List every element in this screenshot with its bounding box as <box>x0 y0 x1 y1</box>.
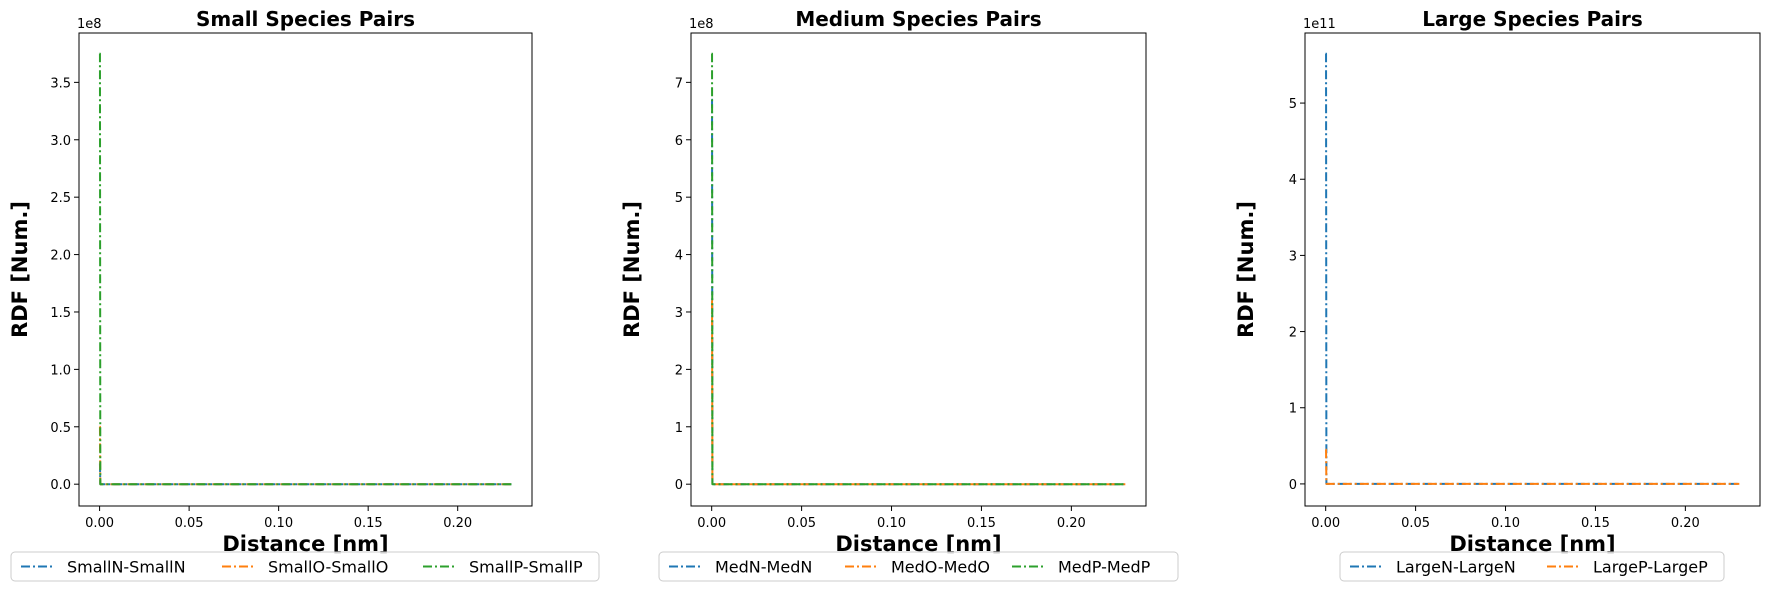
y-tick-label: 1.5 <box>50 306 71 321</box>
axis-offset-text: 1e8 <box>77 17 102 32</box>
chart-title: Large Species Pairs <box>1422 7 1643 31</box>
y-tick-label: 2.5 <box>50 191 71 206</box>
series-line-largep-largep <box>1325 448 1740 485</box>
x-tick-label: 0.05 <box>787 516 816 531</box>
x-tick-label: 0.20 <box>1057 516 1086 531</box>
legend-entry-label: LargeP-LargeP <box>1593 558 1708 577</box>
legend: MedN-MedN MedO-MedO MedP-MedP <box>658 551 1179 582</box>
legend-entry-label: SmallN-SmallN <box>67 558 186 577</box>
axes-frame <box>78 32 533 507</box>
chart-title: Small Species Pairs <box>196 7 415 31</box>
y-tick-label: 3 <box>675 306 683 321</box>
x-tick-label: 0.05 <box>1401 516 1430 531</box>
x-tick-label: 0.10 <box>264 516 293 531</box>
y-tick-label: 3.0 <box>50 134 71 149</box>
y-tick-label: 3 <box>1289 249 1297 264</box>
y-tick-label: 1.0 <box>50 363 71 378</box>
series-group <box>711 52 1126 486</box>
x-tick-label: 0.00 <box>85 516 114 531</box>
y-axis-label: RDF [Num.] <box>620 201 644 338</box>
y-tick-label: 0 <box>675 478 683 493</box>
chart-title: Medium Species Pairs <box>795 7 1041 31</box>
series-line-smallp-smallp <box>98 52 512 486</box>
y-tick-label: 4 <box>1289 173 1297 188</box>
series-group <box>1325 52 1740 485</box>
legend-frame <box>658 551 1179 582</box>
y-tick-label: 4 <box>675 249 683 264</box>
x-tick-label: 0.10 <box>877 516 906 531</box>
series-line-medo-medo <box>711 299 1126 486</box>
y-tick-label: 0 <box>1289 478 1297 493</box>
legend-entry-label: LargeN-LargeN <box>1396 558 1516 577</box>
x-tick-label: 0.20 <box>1671 516 1700 531</box>
y-tick-label: 5 <box>675 191 683 206</box>
legend: LargeN-LargeN LargeP-LargeP <box>1339 551 1725 582</box>
legend-entry-label: MedN-MedN <box>715 558 812 577</box>
x-tick-label: 0.15 <box>1581 516 1610 531</box>
chart-panel-2: 0.00 0.05 0.10 0.15 0.20 0 1 2 3 4 5 6 7 1e8 Medium Sp… <box>620 7 1179 582</box>
legend-entry-label: MedP-MedP <box>1058 558 1151 577</box>
y-axis-label: RDF [Num.] <box>1234 201 1258 338</box>
axis-offset-text: 1e11 <box>1303 17 1336 32</box>
y-tick-label: 2 <box>1289 326 1297 341</box>
x-tick-label: 0.15 <box>354 516 383 531</box>
y-tick-label: 2.0 <box>50 249 71 264</box>
y-tick-label: 6 <box>675 134 683 149</box>
legend: SmallN-SmallN SmallO-SmallO SmallP-SmallP <box>10 551 600 582</box>
legend-entry-label: SmallP-SmallP <box>469 558 583 577</box>
y-tick-label: 2 <box>675 363 683 378</box>
legend-entry-label: MedO-MedO <box>891 558 990 577</box>
x-tick-label: 0.00 <box>697 516 726 531</box>
y-tick-label: 0.0 <box>50 478 71 493</box>
y-tick-label: 1 <box>675 421 683 436</box>
y-axis-label: RDF [Num.] <box>8 201 32 338</box>
chart-panel-3: 0.00 0.05 0.10 0.15 0.20 0 1 2 3 4 5 1e11 Large Spec… <box>1234 7 1761 582</box>
y-tick-label: 0.5 <box>50 421 71 436</box>
series-group <box>98 52 512 486</box>
x-tick-label: 0.15 <box>967 516 996 531</box>
legend-frame <box>10 551 600 582</box>
axis-offset-text: 1e8 <box>689 17 714 32</box>
x-tick-label: 0.20 <box>443 516 472 531</box>
chart-panel-1: 0.00 0.05 0.10 0.15 0.20 0.0 0.5 1.0 1.5 2.0 2.5 3.… <box>8 7 600 582</box>
y-tick-label: 7 <box>675 76 683 91</box>
legend-frame <box>1339 551 1725 582</box>
axes-frame <box>690 32 1147 507</box>
y-tick-label: 3.5 <box>50 76 71 91</box>
y-tick-label: 5 <box>1289 97 1297 112</box>
x-tick-label: 0.05 <box>175 516 204 531</box>
legend-entry-label: SmallO-SmallO <box>268 558 388 577</box>
series-line-medp-medp <box>711 52 1126 486</box>
y-tick-label: 1 <box>1289 402 1297 417</box>
x-tick-label: 0.00 <box>1311 516 1340 531</box>
x-tick-label: 0.10 <box>1491 516 1520 531</box>
axes-frame <box>1304 32 1761 507</box>
